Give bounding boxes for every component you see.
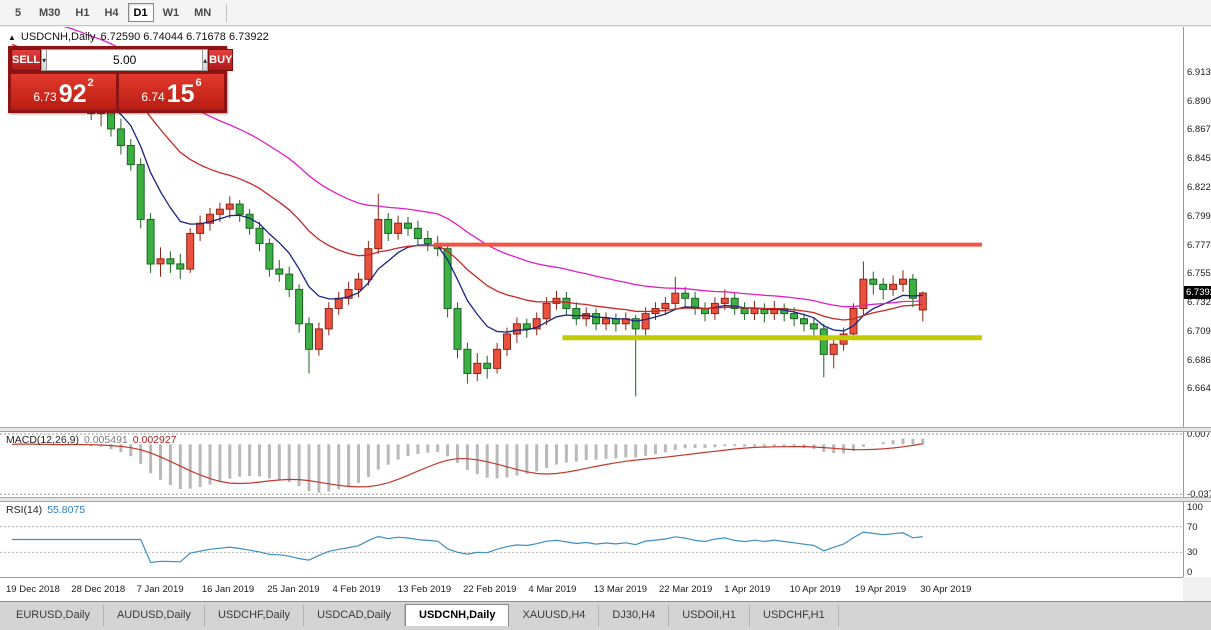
buy-price-point: 6 [195, 77, 202, 89]
buy-button[interactable]: BUY [208, 49, 234, 71]
buy-price-button[interactable]: 6.74 15 6 [119, 74, 224, 110]
sell-price-pips: 92 [58, 80, 87, 108]
timeframe-button-w1[interactable]: W1 [162, 7, 180, 19]
price-axis-label: 6.77720 [1187, 239, 1211, 251]
sell-price-base: 6.73 [33, 90, 57, 104]
chart-tab-usdoil[interactable]: USDOil,H1 [669, 605, 750, 626]
chart-tab-eurusd[interactable]: EURUSD,Daily [3, 605, 104, 626]
price-axis: 6.91305 6.89030 6.86755 6.84545 6.82270 6.799… [1184, 27, 1211, 578]
chart-tab-dj30[interactable]: DJ30,H4 [599, 605, 670, 626]
macd-indicator-label: MACD(12,26,9) 0.005491 0.002927 [6, 434, 177, 446]
rsi-axis-label: 30 [1187, 547, 1198, 559]
date-axis-label: 4 Feb 2019 [332, 584, 381, 595]
date-axis: 19 Dec 2018 28 Dec 2018 7 Jan 2019 16 Jan 2… [0, 577, 1183, 601]
price-axis-label: 6.91305 [1187, 66, 1211, 78]
pane-splitter-rsi[interactable] [0, 497, 1211, 502]
price-axis-label: 6.82270 [1187, 181, 1211, 193]
date-axis-label: 1 Apr 2019 [724, 584, 771, 595]
timeframe-button-mn[interactable]: MN [194, 7, 212, 19]
macd-signal-value: 0.002927 [132, 434, 177, 446]
chart-ohlc-values: 6.72590 6.74044 6.71678 6.73922 [100, 31, 269, 43]
price-axis-label: 6.73235 [1187, 296, 1211, 308]
price-axis-label: 6.68685 [1187, 354, 1211, 366]
sell-price-point: 2 [87, 77, 94, 89]
date-axis-label: 19 Apr 2019 [854, 584, 907, 595]
rsi-name: RSI(14) [6, 504, 43, 516]
timeframe-button-h4[interactable]: H4 [104, 7, 119, 19]
date-axis-label: 13 Mar 2019 [593, 584, 648, 595]
price-axis-label: 6.89030 [1187, 95, 1211, 107]
pane-splitter-macd[interactable] [0, 427, 1211, 432]
chart-tab-audusd[interactable]: AUDUSD,Daily [104, 605, 205, 626]
macd-main-value: 0.005491 [83, 434, 128, 446]
macd-pane[interactable] [0, 432, 1211, 497]
date-axis-label: 4 Mar 2019 [528, 584, 577, 595]
timeframe-button-h1[interactable]: H1 [75, 7, 90, 19]
price-axis-label: 6.84545 [1187, 152, 1211, 164]
sell-button[interactable]: SELL [11, 49, 42, 71]
date-axis-label: 22 Feb 2019 [463, 584, 517, 595]
date-axis-label: 16 Jan 2019 [201, 584, 255, 595]
price-axis-label: 6.79995 [1187, 210, 1211, 222]
timeframe-toolbar: 5 M30 H1 H4 D1 W1 MN [0, 0, 1211, 26]
timeframe-button-5[interactable]: 5 [14, 7, 22, 19]
price-axis-separator [1183, 27, 1184, 577]
price-axis-label: 6.70960 [1187, 325, 1211, 337]
volume-input[interactable] [47, 49, 203, 71]
chart-tab-usdcnh[interactable]: USDCNH,Daily [405, 604, 510, 626]
price-axis-label: 6.86755 [1187, 124, 1211, 136]
rsi-pane[interactable] [0, 502, 1211, 577]
macd-name: MACD(12,26,9) [6, 434, 79, 446]
macd-axis-label: 0.007738 [1187, 428, 1211, 440]
rsi-value: 55.8075 [47, 504, 86, 516]
date-axis-label: 7 Jan 2019 [136, 584, 184, 595]
chart-tab-usdchf[interactable]: USDCHF,H1 [750, 605, 839, 626]
timeframe-button-d1[interactable]: D1 [127, 3, 154, 22]
toolbar-separator [226, 3, 228, 22]
price-axis-label: 6.75510 [1187, 267, 1211, 279]
date-axis-label: 25 Jan 2019 [267, 584, 320, 595]
chart-tabs-bar: EURUSD,Daily AUDUSD,Daily USDCHF,Daily USDC… [0, 601, 1211, 630]
chart-window-title: ▲ USDCNH,Daily 6.72590 6.74044 6.71678 6… [8, 31, 269, 43]
date-axis-label: 10 Apr 2019 [789, 584, 841, 595]
chevron-up-icon: ▴ [203, 55, 208, 65]
chart-tab-xauusd[interactable]: XAUUSD,H4 [509, 605, 600, 626]
date-axis-label: 19 Dec 2018 [6, 584, 60, 595]
rsi-indicator-label: RSI(14) 55.8075 [6, 504, 85, 516]
chart-tab-usdchf[interactable]: USDCHF,Daily [205, 605, 305, 626]
date-axis-label: 28 Dec 2018 [71, 584, 126, 595]
collapse-trade-panel-icon[interactable]: ▲ [8, 32, 16, 42]
date-axis-label: 22 Mar 2019 [659, 584, 713, 595]
sell-price-button[interactable]: 6.73 92 2 [11, 74, 116, 110]
macd-axis-label: -0.037714 [1187, 489, 1211, 501]
current-price-badge: 6.73922 [1184, 285, 1211, 299]
date-axis-label: 13 Feb 2019 [397, 584, 452, 595]
price-axis-label: 6.66475 [1187, 382, 1211, 394]
chart-tab-usdcad[interactable]: USDCAD,Daily [304, 605, 406, 626]
rsi-axis-label: 0 [1187, 566, 1193, 578]
chevron-down-icon: ▾ [42, 55, 47, 65]
date-axis-label: 30 Apr 2019 [920, 584, 972, 595]
buy-price-pips: 15 [166, 80, 195, 108]
timeframe-button-m30[interactable]: M30 [39, 7, 61, 19]
buy-price-base: 6.74 [141, 90, 165, 104]
chart-symbol-title: USDCNH,Daily [20, 31, 96, 43]
rsi-axis-label: 70 [1187, 521, 1198, 533]
rsi-axis-label: 100 [1187, 502, 1203, 514]
